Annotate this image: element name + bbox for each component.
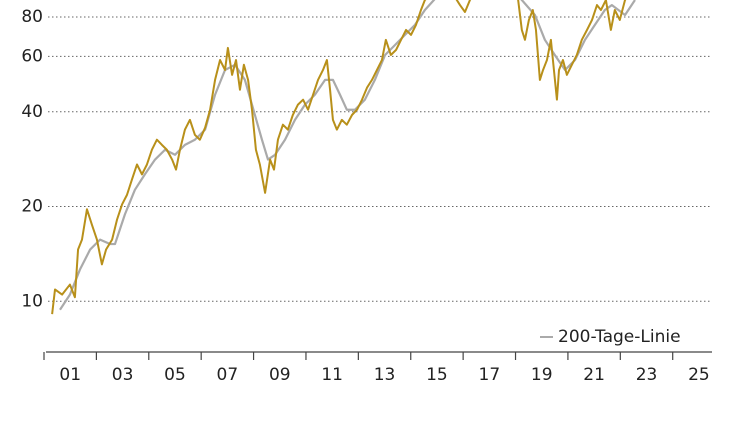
x-tick-label: 01 — [59, 365, 81, 385]
series-line — [59, 0, 636, 311]
axes: 10 20 40 60 80 01 03 05 07 09 11 13 15 17 19 21 23 25 200-… — [21, 7, 712, 385]
grid — [48, 16, 712, 302]
x-tick-label: 23 — [636, 365, 658, 385]
y-tick-label: 10 — [21, 291, 43, 311]
x-tick-label: 07 — [217, 365, 239, 385]
series-line — [51, 0, 627, 315]
y-tick-label: 40 — [21, 102, 43, 122]
x-tick-label: 11 — [321, 365, 343, 385]
y-tick-label: 60 — [21, 46, 43, 66]
x-tick-label: 19 — [531, 365, 553, 385]
x-tick-label: 21 — [583, 365, 605, 385]
x-tick-label: 15 — [426, 365, 448, 385]
x-tick-label: 17 — [479, 365, 501, 385]
x-tick-label: 03 — [112, 365, 134, 385]
x-tick-label: 05 — [164, 365, 186, 385]
x-tick-label: 09 — [269, 365, 291, 385]
legend-label: 200-Tage-Linie — [558, 327, 681, 347]
plot-area — [51, 0, 636, 315]
y-tick-label: 80 — [21, 7, 43, 27]
x-tick-label: 13 — [374, 365, 396, 385]
y-tick-label: 20 — [21, 197, 43, 217]
x-tick-label: 25 — [688, 365, 710, 385]
